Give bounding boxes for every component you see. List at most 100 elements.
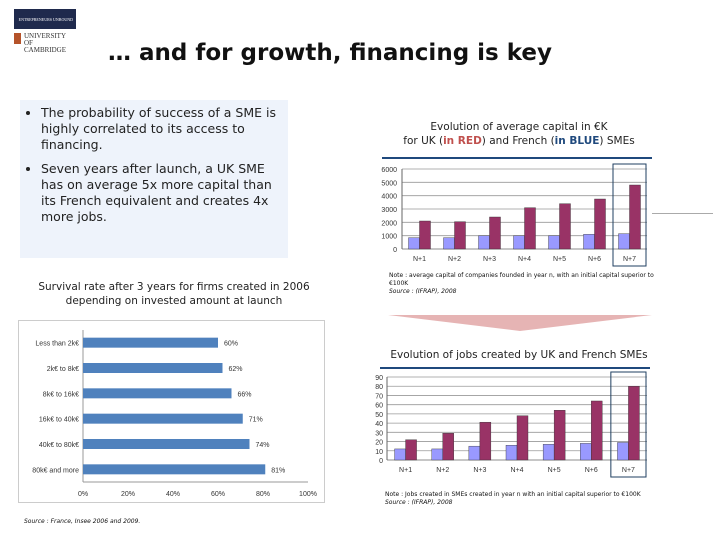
data-label: 66% [238,391,252,398]
bar-s1-3 [524,207,536,250]
y-tick-label: 2000 [381,220,397,227]
capital-source: Source : (IFRAP), 2008 [389,288,457,295]
title-part: for UK ( [403,135,444,147]
bar-3 [83,413,243,424]
x-tick-label: N+3 [483,256,496,263]
y-tick-label: 1000 [381,234,397,241]
bar-s0-3 [505,445,518,461]
highlight-box [610,371,647,478]
data-label: 74% [256,442,270,449]
x-tick-label: 60% [211,491,225,498]
capital-chart-title: Evolution of average capital in €K for U… [380,120,658,148]
bar-s1-2 [479,421,492,461]
bar-s1-4 [559,203,571,250]
divider [652,213,713,214]
y-tick-label: 40 [375,421,383,428]
x-tick-label: N+1 [413,256,426,263]
funnel-arrow [388,315,652,331]
x-tick-label: N+2 [448,256,461,263]
category-label: Less than 2k€ [35,341,79,348]
y-tick-label: 10 [375,449,383,456]
bullet-box: The probability of success of a SME is h… [20,100,288,258]
title-part: ) SMEs [599,135,635,147]
bar-s0-4 [548,235,560,250]
bar-s0-6 [618,233,630,250]
bar-s0-3 [513,235,525,250]
jobs-chart-title: Evolution of jobs created by UK and Fren… [390,349,648,361]
data-label: 62% [229,366,243,373]
x-tick-label: N+5 [553,256,566,263]
survival-source: Source : France, Insee 2006 and 2009. [24,518,141,525]
x-tick-label: N+4 [518,256,531,263]
bar-s0-2 [478,235,490,250]
divider [382,157,652,159]
bullet-1: The probability of success of a SME is h… [41,105,280,153]
bar-s1-1 [442,433,454,461]
x-tick-label: N+6 [588,256,601,263]
x-tick-label: N+7 [623,256,636,263]
y-tick-label: 4000 [381,194,397,201]
category-label: 80k€ and more [32,467,79,474]
bar-s0-0 [408,237,420,250]
x-tick-label: N+4 [510,467,523,474]
bar-s1-2 [489,216,501,250]
bar-s1-3 [516,415,529,461]
bar-0 [83,337,218,348]
x-tick-label: N+7 [622,467,635,474]
title-line-1: Evolution of average capital in €K [430,121,608,133]
category-label: 8k€ to 16k€ [43,391,79,398]
jobs-source: Source : (IFRAP), 2008 [385,499,453,506]
bar-s1-6 [629,184,641,250]
y-tick-label: 0 [393,247,397,254]
logo-text: ENTREPRENEURS UNBOUND [18,16,73,22]
bar-s0-0 [394,448,406,461]
y-tick-label: 20 [375,440,383,447]
capital-note: Note : average capital of companies foun… [389,272,654,287]
y-tick-label: 50 [375,412,383,419]
bar-s1-1 [454,221,466,250]
data-label: 71% [249,417,263,424]
survival-chart-title: Survival rate after 3 years for firms cr… [38,281,310,307]
bar-1 [83,363,223,373]
y-tick-label: 60 [375,403,383,410]
slide-title: … and for growth, financing is key [107,40,553,66]
bar-s0-6 [617,442,629,461]
title-blue: in BLUE [554,135,600,147]
category-label: 40k€ to 80k€ [39,442,79,449]
bar-s0-5 [580,443,592,461]
x-tick-label: 0% [78,491,88,498]
bar-5 [83,464,266,475]
x-tick-label: 100% [299,491,317,498]
y-tick-label: 70 [375,393,383,400]
x-tick-label: 80% [256,491,270,498]
bar-s0-1 [431,448,443,461]
bar-s1-5 [591,400,603,461]
bar-s1-6 [628,386,640,461]
highlight-box [612,163,647,267]
x-tick-label: 20% [121,491,135,498]
bar-4 [83,439,250,449]
divider [380,367,650,369]
bar-s0-4 [542,444,555,461]
y-tick-label: 5000 [381,180,397,187]
y-tick-label: 6000 [381,167,397,174]
survival-chart-frame [18,320,325,503]
x-tick-label: N+6 [585,467,598,474]
x-tick-label: N+1 [399,467,412,474]
jobs-note: Note : Jobs created in SMEs created in y… [385,491,641,498]
bar-2 [83,388,232,399]
category-label: 16k€ to 40k€ [39,417,79,424]
logo-text: UNIVERSITY OF CAMBRIDGE [24,32,67,54]
bar-s0-5 [583,234,595,250]
bar-s1-0 [405,439,417,461]
title-line-2: for UK (in RED) and French (in BLUE) SME… [380,134,658,148]
data-label: 81% [271,467,285,474]
bar-s1-5 [594,198,606,250]
y-tick-label: 30 [375,430,383,437]
entrepreneurs-logo: ENTREPRENEURS UNBOUND [14,9,76,29]
x-tick-label: 40% [166,491,180,498]
y-tick-label: 80 [375,384,383,391]
bullet-2: Seven years after launch, a UK SME has o… [41,161,280,225]
title-part: ) and French ( [481,135,555,147]
